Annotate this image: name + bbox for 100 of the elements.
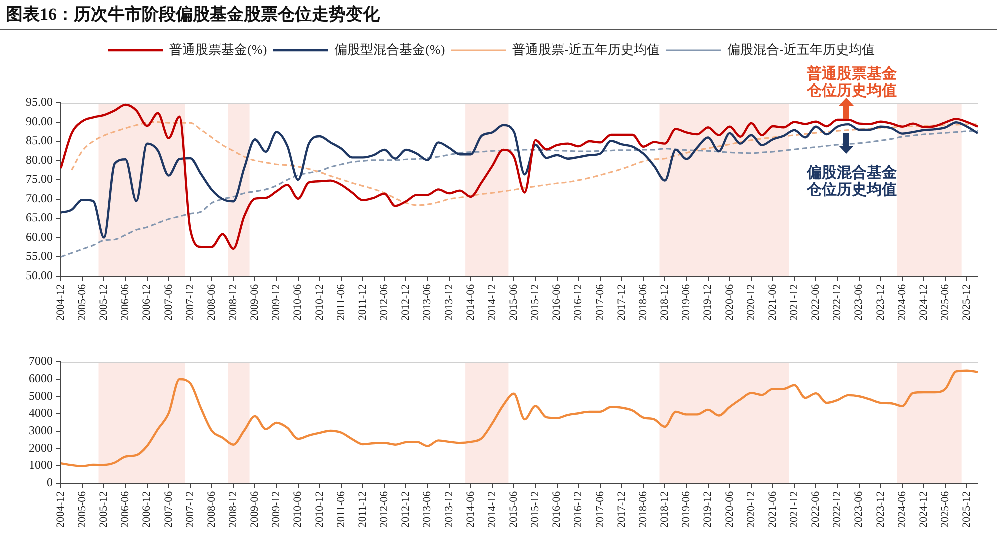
- x-tick-label: 2020-12: [745, 491, 758, 528]
- x-tick-label: 2021-06: [766, 490, 779, 528]
- x-tick-label: 2006-12: [141, 491, 154, 528]
- x-tick-label: 2016-12: [572, 284, 585, 322]
- x-tick-label: 2013-06: [422, 284, 434, 322]
- y-tick-label: 3000: [29, 423, 53, 438]
- x-tick-label: 2018-06: [637, 490, 650, 528]
- x-tick-label: 2013-12: [443, 491, 456, 528]
- x-tick-label: 2024-06: [896, 284, 908, 322]
- y-tick-label: 60.00: [26, 230, 53, 244]
- x-tick-label: 2017-06: [594, 490, 606, 528]
- x-tick-label: 2006-06: [120, 490, 132, 528]
- x-tick-label: 2012-06: [378, 490, 391, 528]
- y-tick-label: 5000: [29, 388, 53, 403]
- y-tick-label: 50.00: [26, 268, 53, 282]
- x-tick-label: 2022-06: [810, 490, 822, 528]
- x-tick-label: 2018-12: [659, 284, 672, 322]
- legend-label: 偏股混合-近五年历史均值: [727, 42, 875, 57]
- y-tick-label: 80.00: [26, 152, 53, 167]
- x-tick-label: 2019-12: [702, 284, 714, 322]
- x-tick-label: 2007-06: [162, 284, 175, 322]
- x-tick-label: 2010-12: [314, 491, 326, 528]
- y-tick-label: 2000: [29, 440, 53, 455]
- y-tick-label: 90.00: [26, 114, 53, 128]
- x-tick-label: 2015-12: [530, 284, 542, 322]
- x-tick-label: 2004-12: [54, 284, 67, 322]
- x-tick-label: 2004-12: [54, 491, 67, 528]
- x-tick-label: 2005-12: [98, 284, 110, 322]
- x-tick-label: 2018-12: [659, 491, 672, 528]
- x-tick-label: 2011-06: [335, 284, 348, 321]
- legend-label: 普通股票基金(%): [170, 42, 268, 57]
- x-tick-label: 2010-12: [314, 284, 326, 322]
- x-tick-label: 2014-06: [464, 284, 477, 322]
- line-series: [60, 130, 979, 258]
- y-tick-label: 95.00: [26, 95, 53, 110]
- x-tick-label: 2013-06: [422, 490, 434, 528]
- x-tick-label: 2005-06: [76, 284, 88, 322]
- x-tick-label: 2011-12: [356, 284, 369, 321]
- line-series: [60, 122, 980, 239]
- x-tick-label: 2011-06: [335, 490, 348, 528]
- legend-label: 偏股型混合基金(%): [334, 42, 446, 57]
- x-tick-label: 2024-06: [896, 490, 908, 528]
- x-tick-label: 2008-12: [228, 491, 240, 528]
- y-tick-label: 0: [47, 475, 53, 490]
- x-tick-label: 2023-12: [874, 284, 887, 322]
- y-tick-label: 70.00: [26, 191, 53, 206]
- x-tick-label: 2010-06: [292, 490, 304, 528]
- x-tick-label: 2015-06: [508, 490, 520, 528]
- x-tick-label: 2010-06: [292, 284, 304, 322]
- x-tick-label: 2019-12: [702, 491, 714, 528]
- x-tick-label: 2009-06: [249, 284, 262, 322]
- x-tick-label: 2016-12: [572, 491, 585, 528]
- x-tick-label: 2012-12: [400, 284, 412, 322]
- x-tick-label: 2020-12: [745, 284, 758, 322]
- x-tick-label: 2021-12: [788, 284, 800, 322]
- x-tick-label: 2022-12: [832, 284, 844, 322]
- text: 普通股票基金仓位历史均值: [806, 64, 897, 100]
- x-tick-label: 2008-12: [228, 284, 240, 322]
- x-tick-label: 2008-06: [206, 490, 218, 528]
- x-tick-label: 2020-06: [724, 284, 736, 322]
- y-tick-label: 1000: [29, 458, 53, 472]
- x-tick-label: 2020-06: [724, 490, 736, 528]
- x-tick-label: 2018-06: [637, 284, 650, 322]
- x-tick-label: 2006-06: [120, 284, 132, 322]
- x-tick-label: 2007-06: [162, 490, 175, 528]
- line-series: [70, 121, 979, 206]
- x-tick-label: 2014-06: [464, 490, 477, 528]
- x-tick-label: 2005-12: [98, 491, 110, 528]
- x-tick-label: 2017-06: [594, 284, 606, 322]
- y-tick-label: 75.00: [26, 172, 53, 186]
- x-tick-label: 2016-06: [551, 284, 564, 322]
- x-tick-label: 2009-12: [270, 284, 283, 322]
- x-tick-label: 2025-12: [961, 491, 974, 528]
- x-tick-label: 2023-12: [874, 491, 887, 528]
- x-tick-label: 2025-12: [961, 284, 974, 322]
- x-tick-label: 2006-12: [141, 284, 154, 322]
- x-tick-label: 2014-12: [486, 284, 498, 322]
- x-tick-label: 2007-12: [184, 284, 196, 322]
- x-tick-label: 2012-12: [400, 491, 412, 528]
- x-tick-label: 2019-06: [680, 284, 693, 322]
- y-tick-label: 7000: [29, 354, 53, 368]
- x-tick-label: 2023-06: [853, 284, 866, 322]
- x-tick-label: 2012-06: [378, 284, 391, 322]
- x-tick-label: 2021-06: [766, 284, 779, 322]
- line-series: [60, 370, 980, 468]
- y-tick-label: 55.00: [26, 249, 53, 264]
- annotation: 偏股混合基金仓位历史均值: [806, 164, 897, 198]
- x-tick-label: 2025-06: [940, 284, 952, 322]
- x-tick-label: 2015-06: [508, 284, 520, 322]
- x-tick-label: 2019-06: [680, 490, 693, 528]
- x-tick-label: 2014-12: [486, 491, 498, 528]
- y-tick-label: 65.00: [26, 210, 53, 225]
- x-tick-label: 2008-06: [206, 284, 218, 322]
- y-tick-label: 85.00: [26, 134, 53, 148]
- x-tick-label: 2024-12: [918, 491, 930, 528]
- y-tick-label: 4000: [29, 406, 53, 420]
- x-tick-label: 2011-12: [356, 491, 369, 528]
- x-tick-label: 2013-12: [443, 284, 456, 322]
- x-tick-label: 2021-12: [788, 491, 800, 528]
- x-tick-label: 2007-12: [184, 491, 196, 528]
